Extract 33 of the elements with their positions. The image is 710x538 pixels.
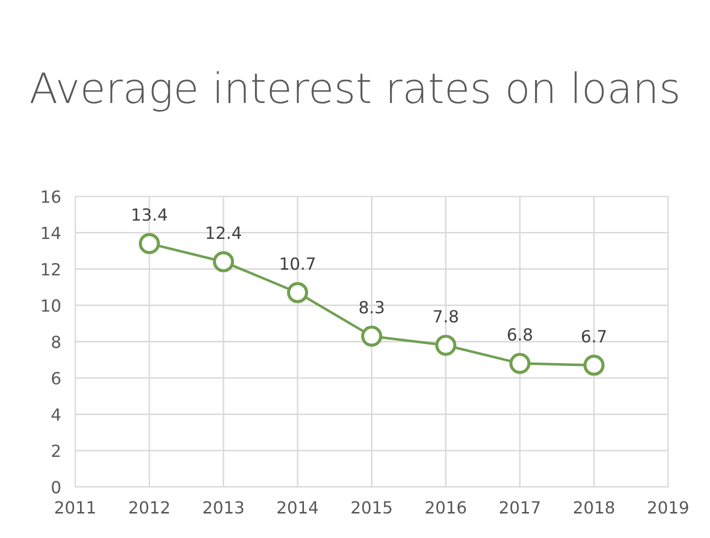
point xyxy=(435,334,456,356)
x-tick-label: 2015 xyxy=(352,501,392,514)
x-tick-label: 2014 xyxy=(278,501,318,514)
x-tick-label: 2016 xyxy=(426,501,466,514)
chart-title: Average interest rates on loans xyxy=(30,71,678,112)
y-tick-label: 10 xyxy=(42,299,60,312)
y-tick-label: 12 xyxy=(42,262,60,276)
data-label: 6.8 xyxy=(508,328,532,341)
data-label: 10.7 xyxy=(280,257,315,270)
point xyxy=(509,352,530,374)
y-tick-label: 0 xyxy=(52,480,60,494)
data-label: 13.4 xyxy=(132,208,167,221)
y-tick-label: 2 xyxy=(52,444,60,457)
x-tick-label: 2011 xyxy=(55,501,95,514)
x-tick-label: 2019 xyxy=(648,501,688,514)
data-label: 8.3 xyxy=(360,300,384,314)
x-tick-label: 2013 xyxy=(203,501,244,514)
x-tick-label: 2012 xyxy=(129,501,169,514)
data-label: 6.7 xyxy=(582,330,606,343)
point xyxy=(287,282,308,304)
point xyxy=(138,233,160,254)
x-tick-label: 2018 xyxy=(574,501,614,514)
y-tick-label: 16 xyxy=(42,190,60,203)
x-tick-label: 2017 xyxy=(500,501,540,514)
point xyxy=(583,354,605,376)
point xyxy=(212,251,234,272)
data-label: 12.4 xyxy=(206,226,242,239)
y-tick-label: 14 xyxy=(42,226,60,240)
y-tick-label: 8 xyxy=(52,336,60,348)
data-label: 7.8 xyxy=(434,310,458,323)
point xyxy=(361,326,382,347)
y-tick-label: 4 xyxy=(52,408,60,421)
y-tick-label: 6 xyxy=(52,372,60,385)
